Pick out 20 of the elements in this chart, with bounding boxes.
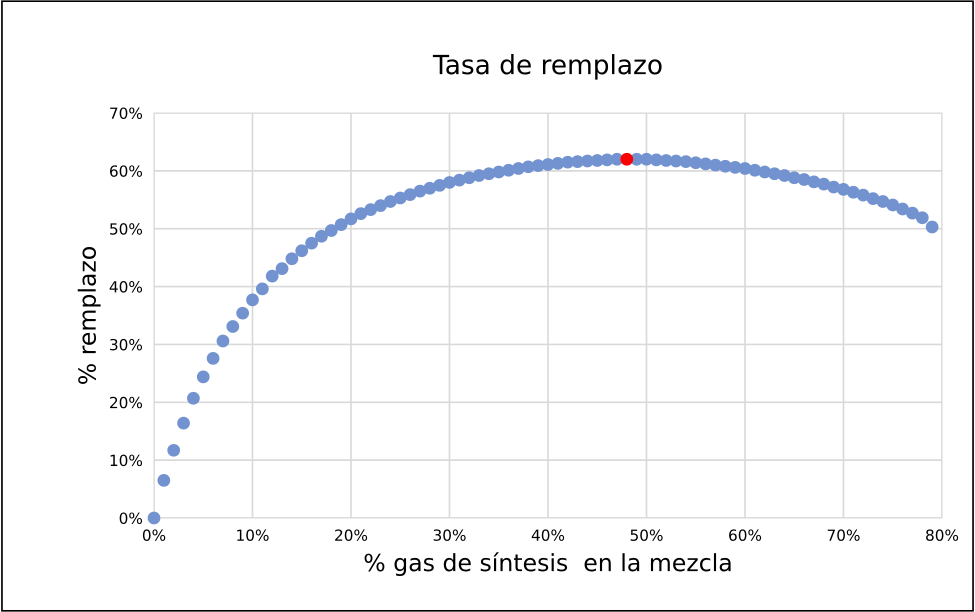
x-tick-label: 40% bbox=[532, 529, 564, 541]
chart-title: Tasa de remplazo bbox=[432, 54, 662, 80]
y-tick-label: 70% bbox=[110, 107, 142, 120]
x-tick-label: 30% bbox=[434, 529, 466, 541]
x-tick-label: 70% bbox=[828, 529, 860, 541]
y-tick-label: 40% bbox=[110, 281, 142, 293]
x-axis-title: % gas de síntesis en la mezcla bbox=[364, 552, 731, 576]
y-tick-label: 10% bbox=[110, 454, 142, 466]
y-tick-label: 30% bbox=[110, 338, 142, 350]
y-tick-label: 20% bbox=[110, 396, 142, 408]
y-tick-label: 50% bbox=[110, 223, 142, 235]
x-tick-label: 20% bbox=[335, 529, 368, 541]
x-tick-label: 60% bbox=[729, 529, 762, 541]
y-axis-title: % remplazo bbox=[78, 247, 101, 384]
y-tick-label: 0% bbox=[120, 512, 142, 524]
x-tick-label: 0% bbox=[142, 529, 166, 541]
y-tick-label: 60% bbox=[110, 165, 142, 177]
x-tick-label: 50% bbox=[630, 529, 663, 541]
x-tick-label: 10% bbox=[237, 529, 269, 541]
x-tick-label: 80% bbox=[926, 529, 958, 541]
